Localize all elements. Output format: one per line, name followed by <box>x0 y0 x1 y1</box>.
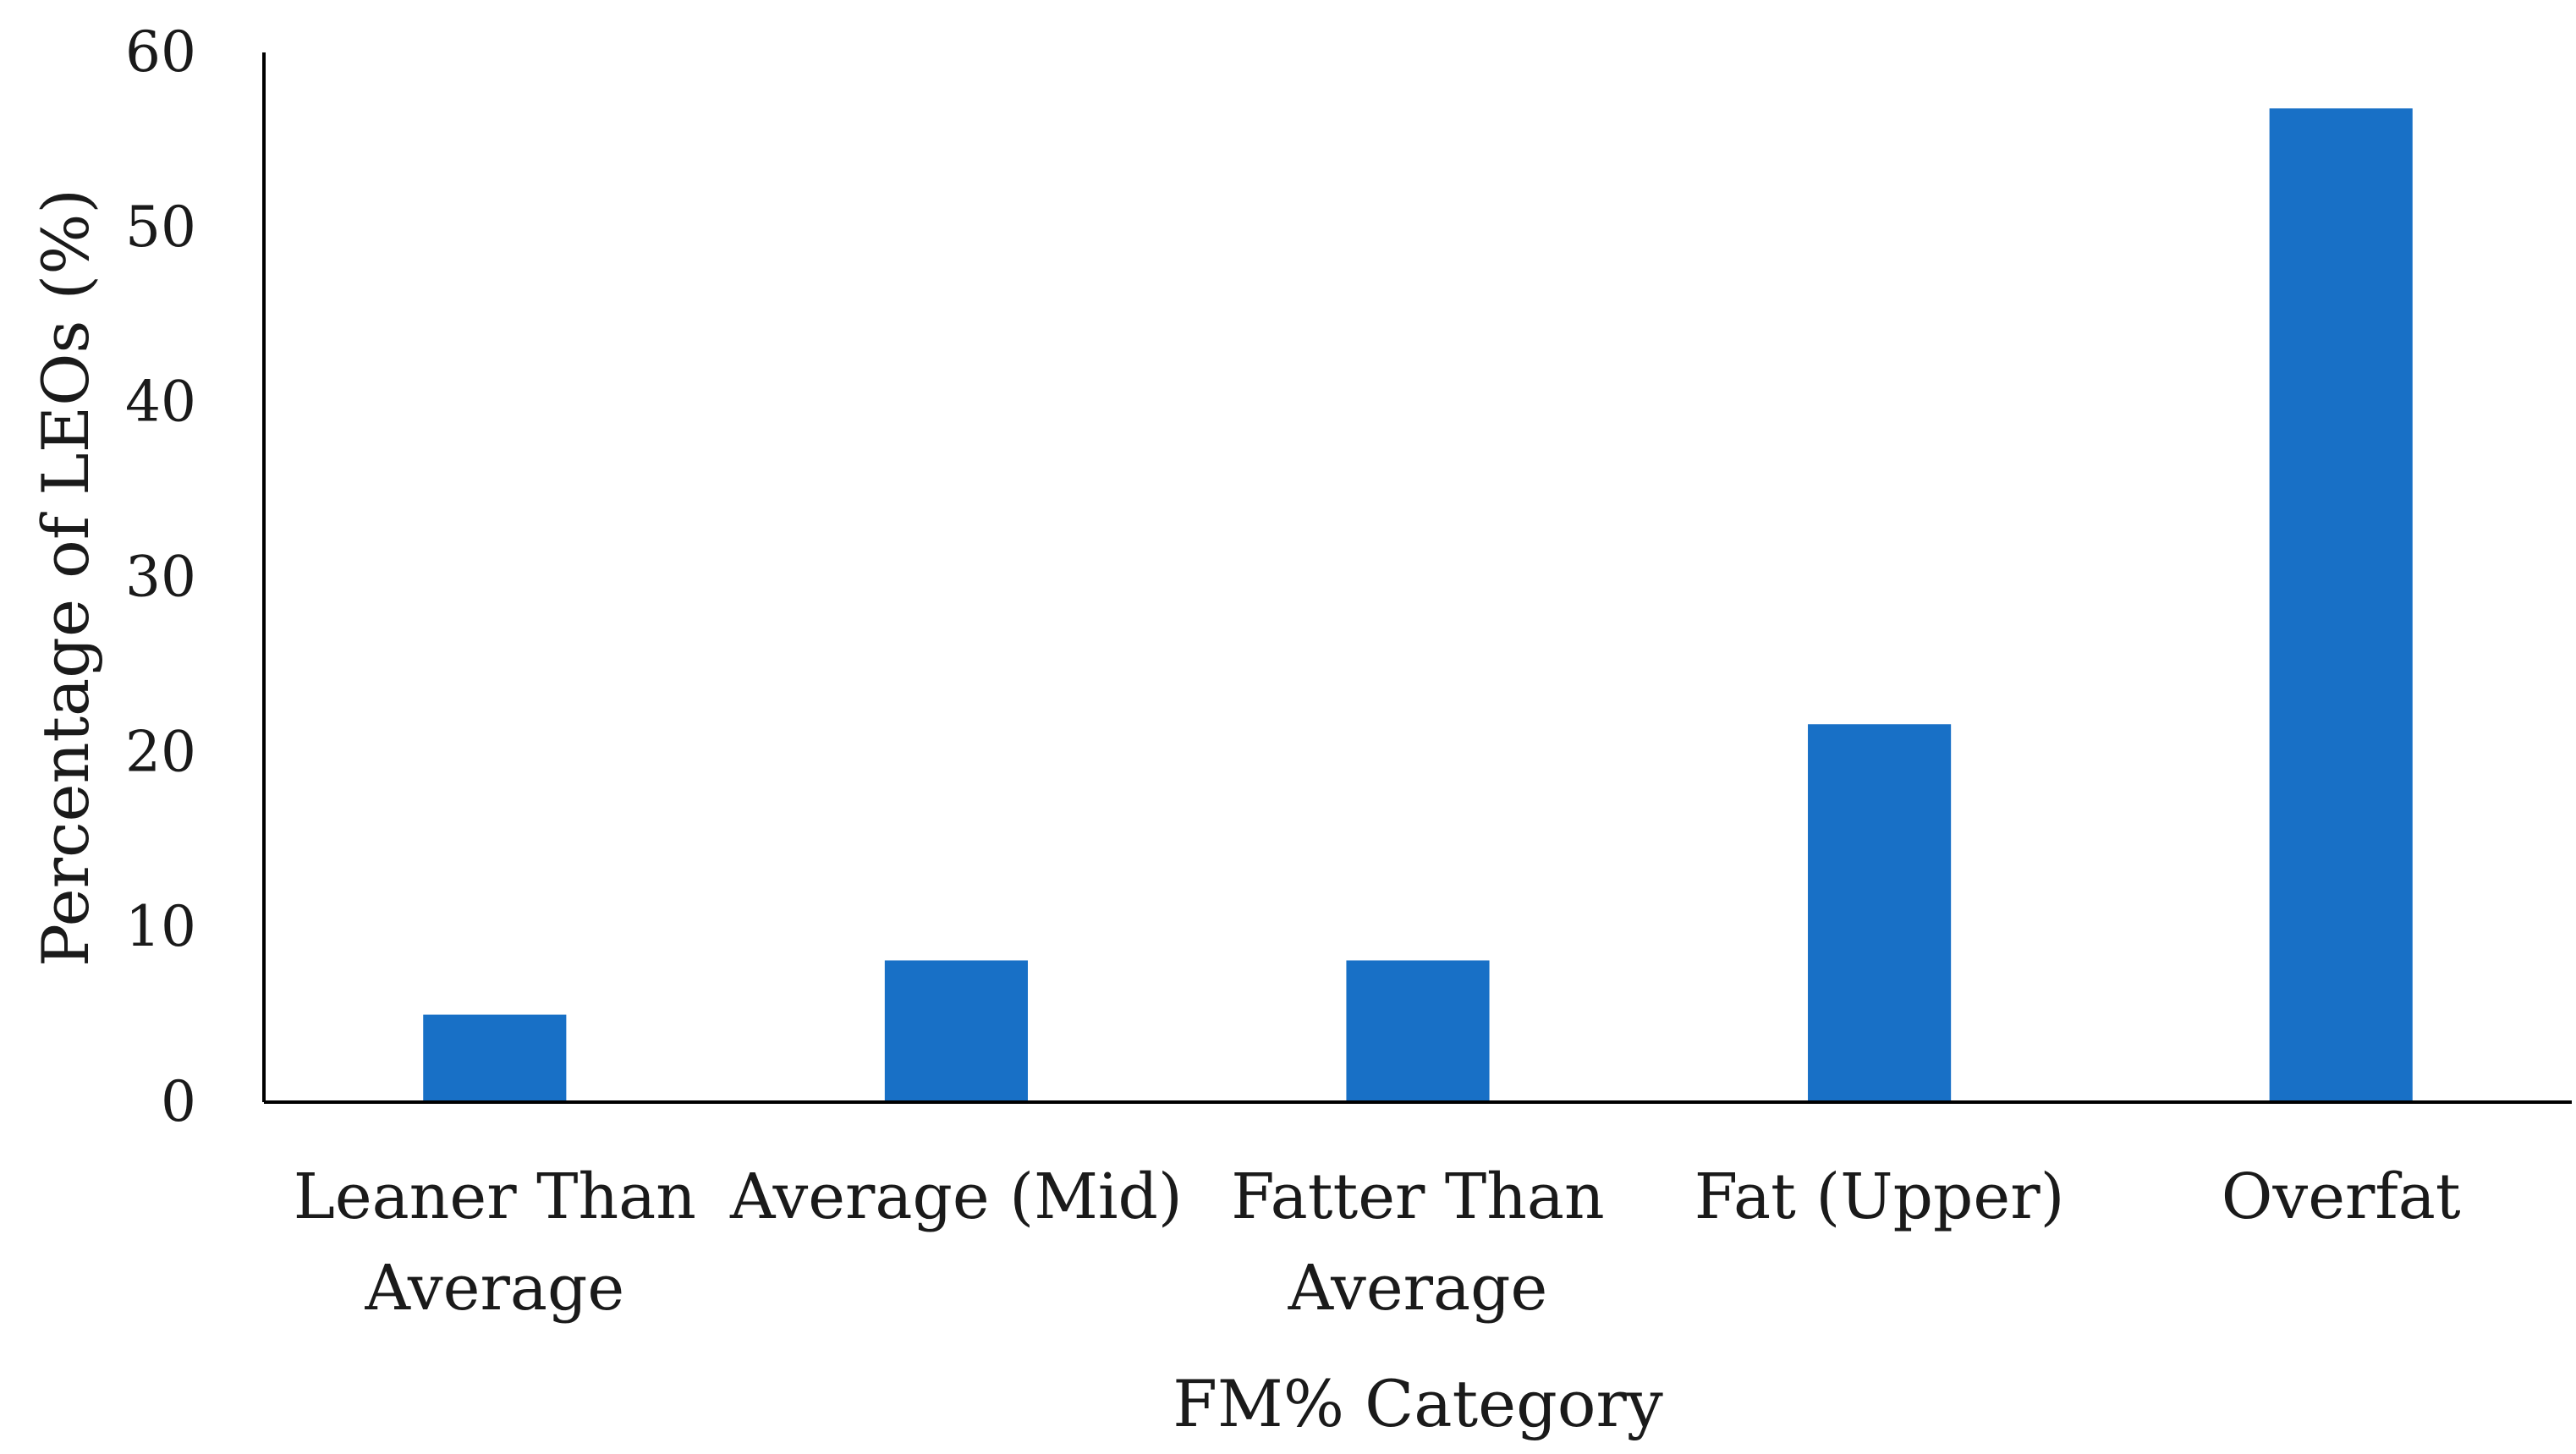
x-axis-title: FM% Category <box>1173 1366 1663 1441</box>
bar <box>423 1014 567 1102</box>
y-axis-title: Percentage of LEOs (%) <box>28 189 103 967</box>
bar <box>1808 724 1952 1102</box>
x-category-label: Average (Mid) <box>729 1160 1183 1233</box>
x-category-label: Overfat <box>2222 1160 2461 1233</box>
bar <box>884 960 1028 1102</box>
x-category-label: Fat (Upper) <box>1694 1160 2065 1233</box>
y-tick-label: 20 <box>125 719 196 784</box>
x-category-label: Fatter Than <box>1231 1160 1604 1233</box>
y-tick-label: 50 <box>125 195 196 260</box>
y-tick-label: 0 <box>161 1069 196 1134</box>
y-tick-label: 10 <box>125 894 196 959</box>
y-tick-label: 60 <box>125 19 196 85</box>
y-tick-label: 30 <box>125 545 196 610</box>
y-axis-ticks: 0 10 20 30 40 50 60 <box>125 19 196 1134</box>
x-axis-category-labels: Leaner Than Average Average (Mid) Fatter Th… <box>294 1160 2461 1325</box>
bar <box>1346 960 1490 1102</box>
y-tick-label: 40 <box>125 370 196 435</box>
x-category-label: Average <box>1288 1252 1548 1325</box>
bar <box>2269 108 2413 1103</box>
x-category-label: Average <box>364 1252 624 1325</box>
x-category-label: Leaner Than <box>294 1160 696 1233</box>
bars <box>423 108 2413 1103</box>
